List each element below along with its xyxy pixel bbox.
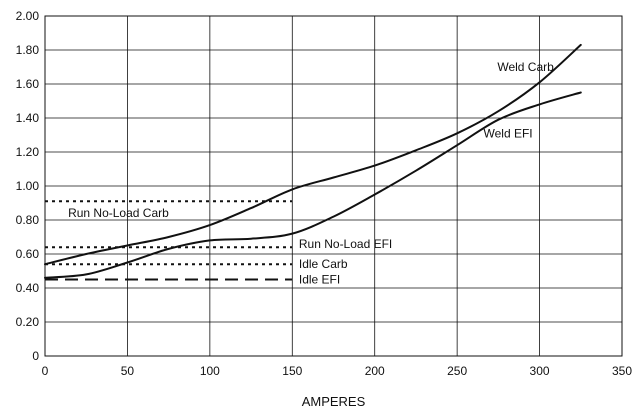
x-tick-label: 350 <box>612 364 632 378</box>
x-tick-label: 150 <box>282 364 302 378</box>
series-label-run-no-load-efi: Run No-Load EFI <box>299 237 392 251</box>
y-tick-label: 1.20 <box>16 145 40 159</box>
y-axis-ticks: 0 0.20 0.40 0.60 0.80 1.00 1.20 1.40 1.60 1.80 2.0… <box>16 9 40 363</box>
x-tick-label: 250 <box>447 364 467 378</box>
y-tick-label: 0 <box>32 349 39 363</box>
y-tick-label: 0.40 <box>16 281 40 295</box>
x-tick-label: 0 <box>42 364 49 378</box>
series-line-weld-efi <box>44 91 582 279</box>
series-label-idle-carb: Idle Carb <box>299 257 348 271</box>
plot-area <box>44 15 623 357</box>
y-tick-label: 2.00 <box>16 9 40 23</box>
series-label-run-no-load-carb: Run No-Load Carb <box>68 206 169 220</box>
x-axis-title: AMPERES <box>302 394 366 409</box>
series-label-weld-efi: Weld EFI <box>484 126 533 140</box>
y-tick-label: 0.60 <box>16 247 40 261</box>
series-lines <box>44 43 582 281</box>
y-tick-label: 1.80 <box>16 43 40 57</box>
x-tick-label: 50 <box>121 364 135 378</box>
y-tick-label: 1.40 <box>16 111 40 125</box>
series-labels: Weld Carb Weld EFI Run No-Load Carb Run No-… <box>68 60 554 287</box>
y-tick-label: 1.60 <box>16 77 40 91</box>
x-tick-label: 200 <box>365 364 385 378</box>
x-axis-ticks: 0 50 100 150 200 250 300 350 <box>42 364 633 378</box>
series-label-idle-efi: Idle EFI <box>299 273 340 287</box>
series-line-weld-carb <box>44 43 582 266</box>
y-tick-label: 0.80 <box>16 213 40 227</box>
y-tick-label: 1.00 <box>16 179 40 193</box>
x-tick-label: 300 <box>530 364 550 378</box>
series-label-weld-carb: Weld Carb <box>497 60 554 74</box>
x-tick-label: 100 <box>200 364 220 378</box>
y-tick-label: 0.20 <box>16 315 40 329</box>
